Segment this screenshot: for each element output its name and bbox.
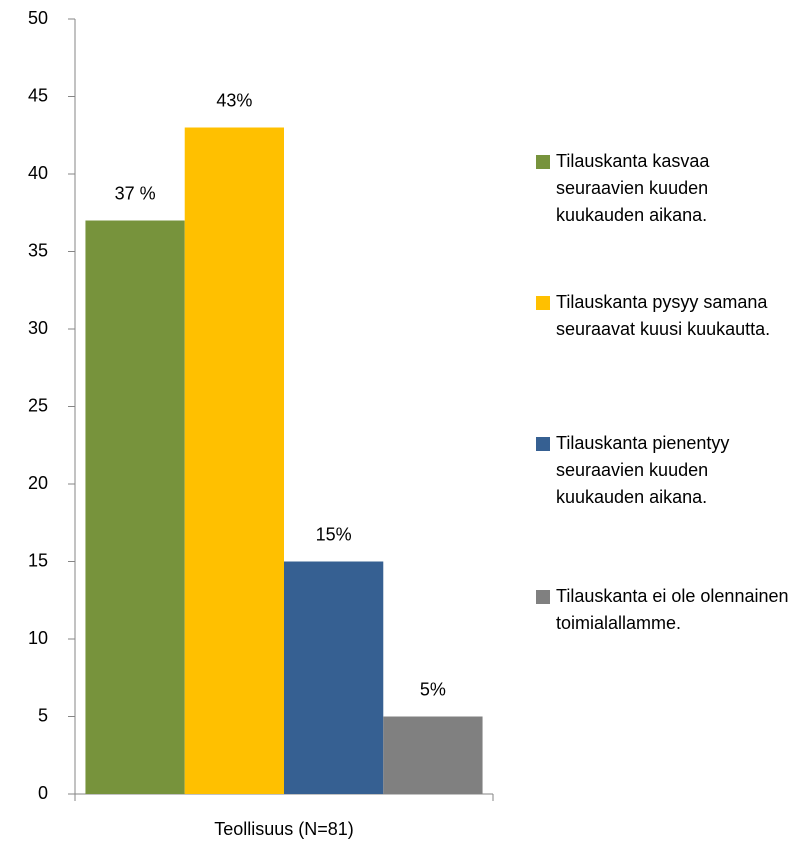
bar: [85, 220, 185, 794]
y-tick-label: 30: [28, 318, 48, 338]
bar: [383, 716, 483, 794]
value-label: 5%: [420, 679, 446, 699]
legend-label: Tilauskanta pysyy samana seuraavat kuusi…: [556, 292, 771, 339]
value-label: 37 %: [115, 183, 156, 203]
legend-label: Tilauskanta pienentyy seuraavien kuuden …: [556, 433, 730, 507]
y-tick-label: 50: [28, 8, 48, 28]
legend-label: Tilauskanta ei ole olennainen toimialall…: [556, 586, 789, 633]
legend-item: Tilauskanta pienentyy seuraavien kuuden …: [536, 430, 798, 511]
y-tick-label: 0: [38, 783, 48, 803]
legend-swatch: [536, 296, 550, 310]
legend-item: Tilauskanta ei ole olennainen toimialall…: [536, 583, 798, 637]
y-tick-label: 10: [28, 628, 48, 648]
legend-item: Tilauskanta pysyy samana seuraavat kuusi…: [536, 289, 798, 343]
y-tick-label: 35: [28, 240, 48, 260]
value-label: 43%: [216, 90, 252, 110]
legend-item: Tilauskanta kasvaa seuraavien kuuden kuu…: [536, 148, 798, 229]
bar: [184, 127, 284, 794]
value-label: 15%: [316, 524, 352, 544]
y-tick-label: 45: [28, 85, 48, 105]
y-tick-label: 40: [28, 163, 48, 183]
legend-swatch: [536, 155, 550, 169]
x-tick-label: Teollisuus (N=81): [214, 819, 354, 839]
legend-label: Tilauskanta kasvaa seuraavien kuuden kuu…: [556, 151, 710, 225]
bar: [284, 561, 384, 794]
y-tick-label: 5: [38, 705, 48, 725]
y-tick-label: 15: [28, 550, 48, 570]
y-tick-label: 20: [28, 473, 48, 493]
y-tick-label: 25: [28, 395, 48, 415]
legend-swatch: [536, 437, 550, 451]
legend-swatch: [536, 590, 550, 604]
